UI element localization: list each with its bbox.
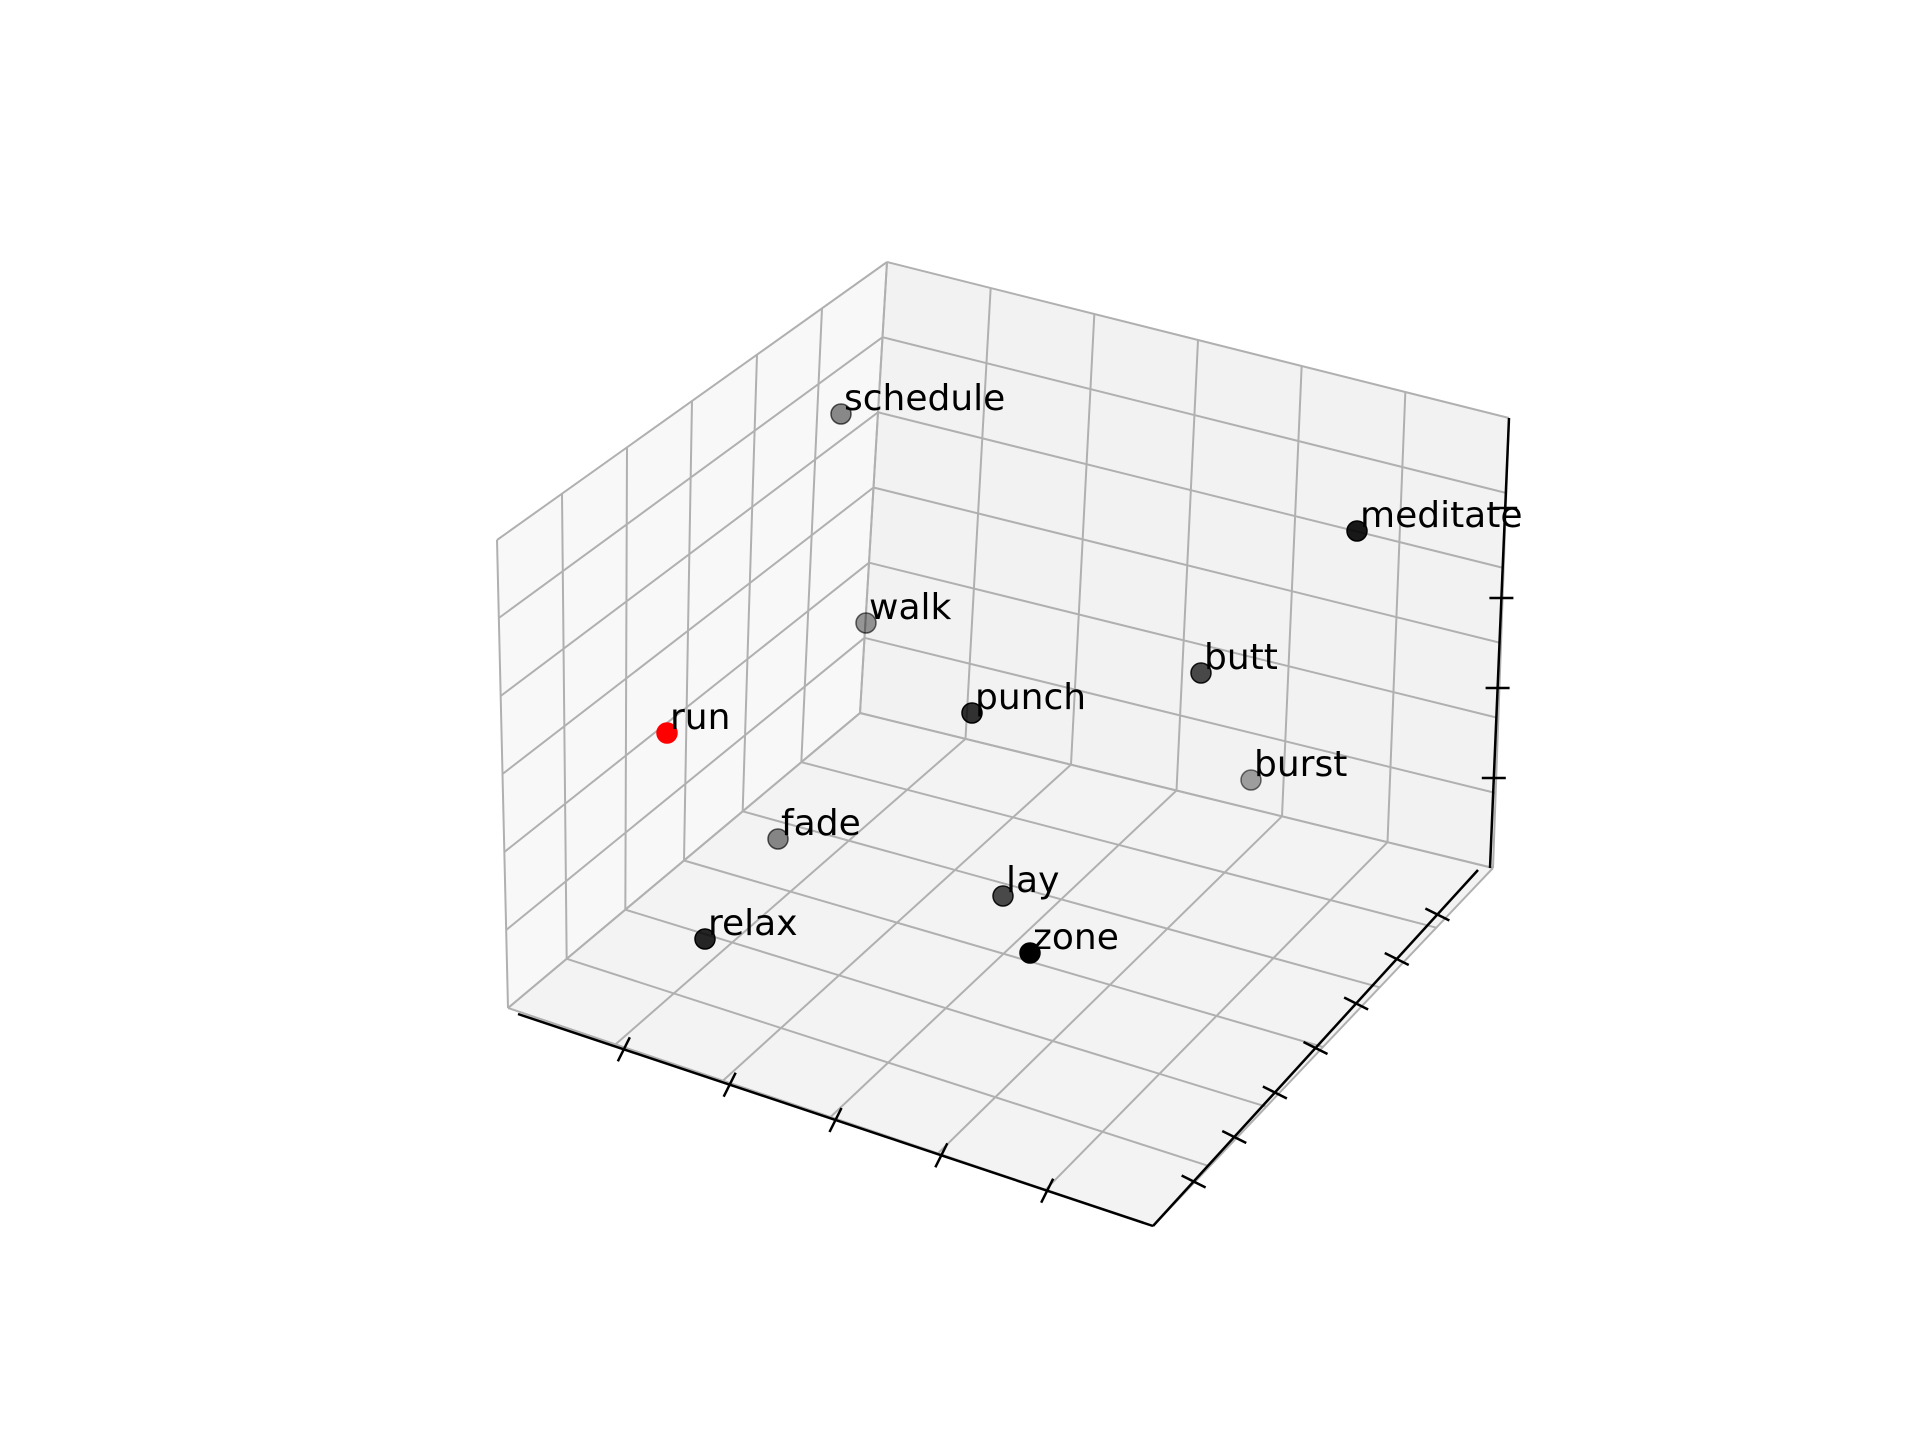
point-relax: relax [694,903,798,950]
point-marker [656,722,678,744]
point-label: lay [1006,860,1059,901]
point-marker [855,612,877,634]
point-label: punch [975,677,1086,718]
point-marker [694,928,716,950]
y-axis-tick [1302,1040,1329,1056]
y-axis-tick [1343,996,1369,1011]
point-run: run [656,697,730,744]
point-label: meditate [1360,495,1523,536]
point-schedule: schedule [830,378,1005,425]
gridlines [496,261,1510,1227]
y-axis-tick [1221,1129,1247,1145]
scatter-points: run schedule meditate walk butt punch burst fad… [656,378,1523,964]
point-marker [767,828,789,850]
point-marker [1240,769,1262,791]
y-axis-tick [1181,1174,1207,1189]
x-axis-tick [722,1072,737,1098]
point-label: butt [1204,637,1278,678]
floor-pane [508,713,1493,1226]
y-axis-tick [1424,907,1450,922]
point-marker [830,403,852,425]
axis-lines [517,417,1518,1228]
point-label: relax [708,903,798,944]
left-pane-gridline [498,336,884,619]
point-walk: walk [855,587,952,634]
left-pane [497,262,887,1008]
y-axis-tick [1262,1085,1288,1100]
back-pane-gridline [886,261,1510,419]
point-punch: punch [961,677,1086,724]
point-label: zone [1033,917,1119,958]
left-pane-gridline [859,261,888,714]
x-axis-tick [828,1107,843,1133]
point-label: walk [869,587,952,628]
point-meditate: meditate [1346,495,1523,542]
chart-panes [497,262,1509,1226]
point-marker [992,885,1014,907]
point-marker [1346,520,1368,542]
point-marker [1019,942,1041,964]
point-fade: fade [767,803,861,850]
floor-gridline [566,957,1210,1168]
y-axis-tick [1384,951,1410,967]
left-pane-gridline [496,261,888,541]
point-burst: burst [1240,744,1347,791]
point-label: fade [781,803,861,844]
x-axis-tick [934,1142,949,1168]
point-marker [961,702,983,724]
x-axis-tick [616,1036,631,1062]
point-marker [1190,662,1212,684]
point-zone: zone [1019,917,1119,964]
point-label: schedule [844,378,1005,419]
point-label: burst [1254,744,1347,785]
point-butt: butt [1190,637,1278,684]
floor-gridline [1152,867,1494,1227]
point-lay: lay [992,860,1059,907]
x-axis-tick [1040,1178,1055,1204]
point-label: run [670,697,730,738]
z-axis [1488,417,1511,869]
back-pane-gridline [882,336,1507,494]
